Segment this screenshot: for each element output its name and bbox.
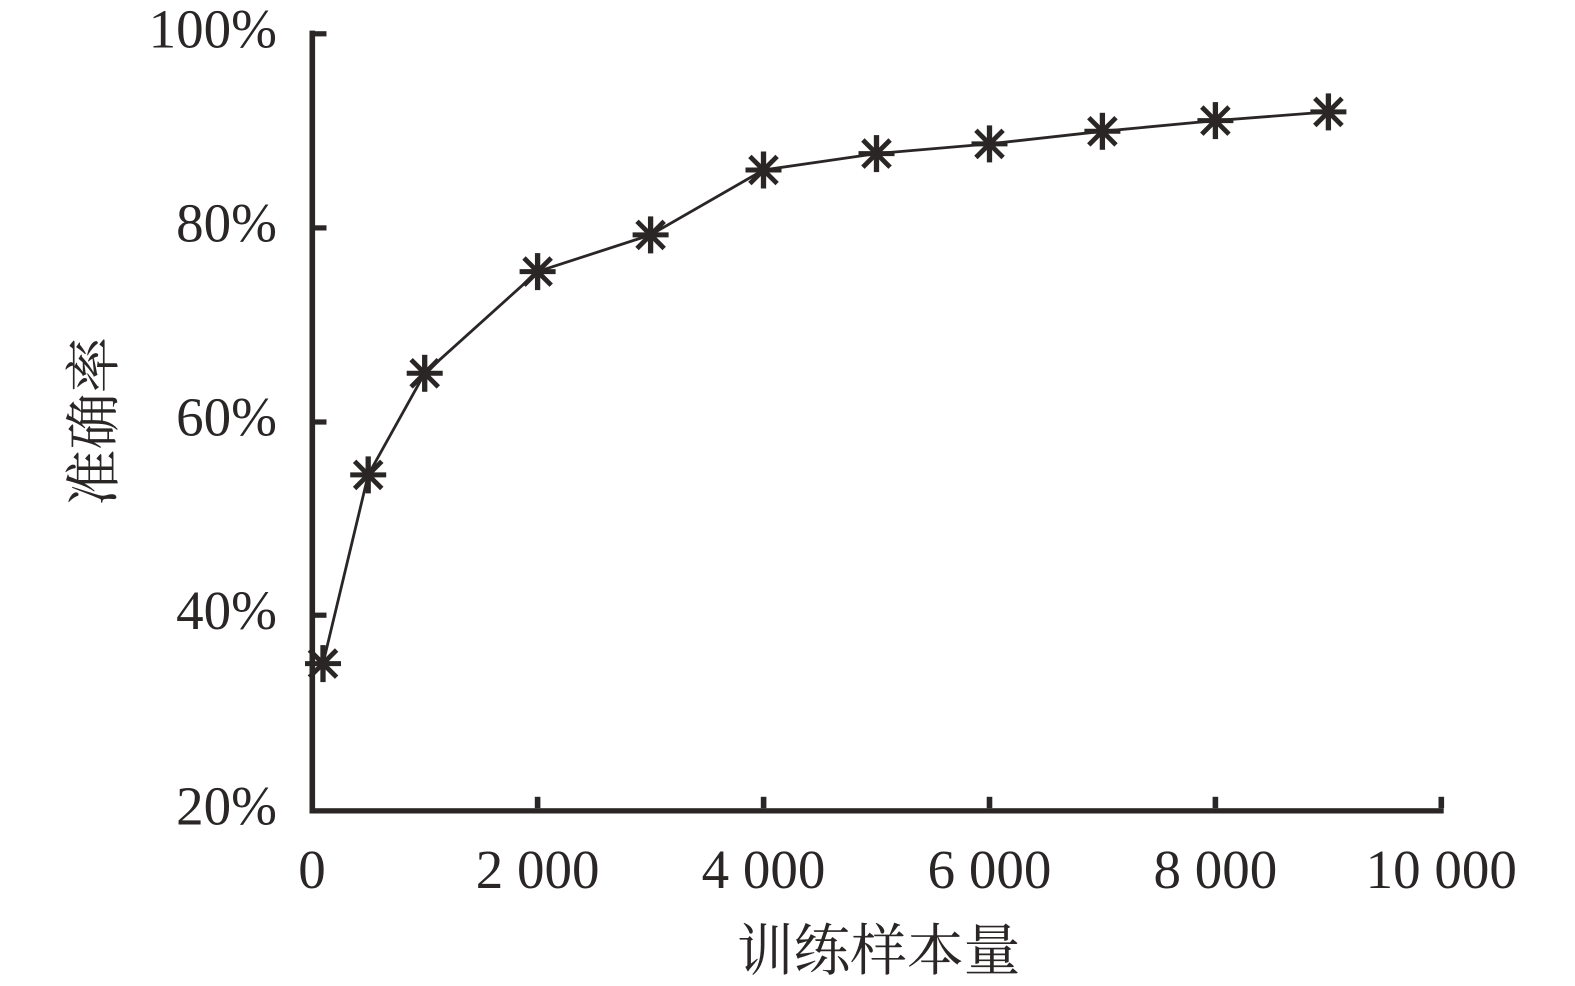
svg-text:20%: 20% — [176, 776, 277, 837]
svg-text:40%: 40% — [176, 580, 277, 641]
svg-text:80%: 80% — [176, 193, 277, 254]
svg-text:8 000: 8 000 — [1154, 839, 1278, 900]
svg-text:2 000: 2 000 — [476, 839, 600, 900]
svg-text:0: 0 — [298, 839, 326, 900]
svg-text:10 000: 10 000 — [1366, 839, 1517, 900]
svg-text:60%: 60% — [176, 387, 277, 448]
svg-text:4 000: 4 000 — [702, 839, 826, 900]
svg-text:6 000: 6 000 — [928, 839, 1052, 900]
svg-text:100%: 100% — [149, 0, 277, 59]
